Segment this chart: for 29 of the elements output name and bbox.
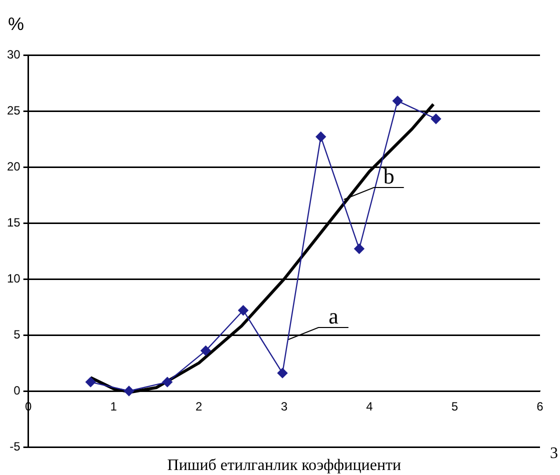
point bbox=[162, 376, 172, 388]
y-tick-label: -5 bbox=[10, 439, 21, 454]
y-axis-title: % bbox=[8, 14, 24, 34]
y-tick-label: 15 bbox=[6, 215, 21, 230]
x-tick-label: 6 bbox=[536, 400, 544, 414]
annotation: b bbox=[383, 163, 394, 188]
text: 3 bbox=[550, 445, 558, 462]
y-tick-label: 0 bbox=[14, 383, 21, 398]
point bbox=[238, 305, 248, 316]
y-tick-label: 5 bbox=[14, 327, 21, 342]
x-tick-label: 1 bbox=[110, 400, 118, 414]
point bbox=[430, 114, 442, 124]
annotation: a bbox=[328, 303, 339, 328]
y-tick-label: 10 bbox=[6, 271, 21, 286]
point bbox=[392, 96, 403, 106]
y-tick-label: 30 bbox=[6, 47, 21, 62]
x-axis-title: Пишиб етилганлик коэффициенти bbox=[167, 457, 402, 474]
y-tick-label: 25 bbox=[6, 103, 21, 118]
point bbox=[86, 376, 96, 388]
x-tick-label: 5 bbox=[451, 400, 458, 414]
x-tick-label: 2 bbox=[196, 400, 203, 414]
point bbox=[277, 368, 288, 378]
x-tick-label: 4 bbox=[366, 400, 374, 414]
y-tick-label: 20 bbox=[6, 159, 21, 174]
point bbox=[316, 132, 326, 142]
point bbox=[124, 386, 134, 396]
x-tick-label: 3 bbox=[280, 400, 288, 414]
point bbox=[200, 346, 211, 356]
point bbox=[354, 244, 364, 254]
